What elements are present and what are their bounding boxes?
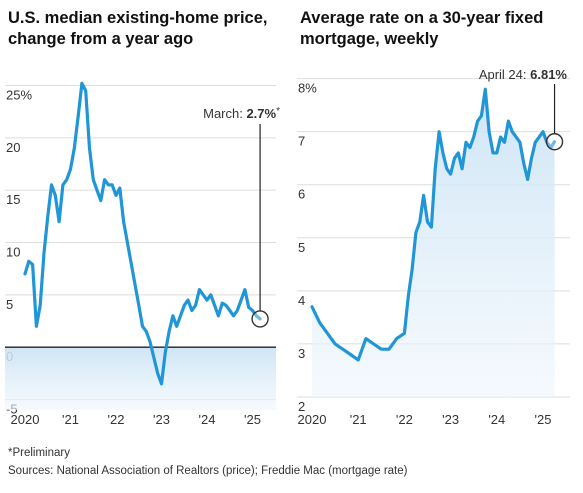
y-tick-label: 3: [298, 346, 305, 361]
chart-title-home-price: U.S. median existing-home price, change …: [8, 9, 268, 48]
negative-shading: [5, 347, 276, 410]
x-tick-label: '21: [62, 412, 79, 427]
y-tick-label: 5: [6, 297, 13, 312]
endpoint-marker: [251, 310, 269, 328]
x-tick-label: 2020: [298, 412, 327, 427]
area-fill: [312, 89, 555, 398]
data-line: [23, 81, 262, 386]
y-tick-label: 2: [298, 399, 305, 414]
data-line: [310, 87, 557, 362]
footnote: *Preliminary: [8, 447, 70, 459]
y-tick-label: 10: [6, 245, 20, 260]
y-tick-label: 25%: [6, 87, 32, 102]
y-tick-label: 7: [298, 134, 305, 149]
y-tick-label: 20: [6, 140, 20, 155]
x-tick-label: '25: [535, 412, 552, 427]
y-tick-label: 6: [298, 187, 305, 202]
x-tick-label: '22: [108, 412, 125, 427]
y-tick-label: 5: [298, 240, 305, 255]
x-tick-label: '25: [244, 412, 261, 427]
x-tick-label: '24: [488, 412, 505, 427]
x-tick-label: '24: [199, 412, 216, 427]
x-tick-label: '21: [350, 412, 367, 427]
x-tick-label: '23: [442, 412, 459, 427]
chart-title-mortgage-rate: Average rate on a 30-year fixed mortgage…: [300, 9, 544, 48]
x-tick-label: '23: [153, 412, 170, 427]
x-tick-label: 2020: [11, 412, 40, 427]
y-tick-label: 8%: [298, 81, 317, 96]
endpoint-marker: [545, 133, 564, 151]
y-tick-label: 15: [6, 192, 20, 207]
annotation-text: April 24: 6.81%: [479, 67, 568, 82]
sources-note: Sources: National Association of Realtor…: [8, 465, 408, 477]
y-tick-label: 4: [298, 293, 305, 308]
annotation-text: March: 2.7%*: [203, 106, 280, 121]
x-tick-label: '22: [396, 412, 413, 427]
